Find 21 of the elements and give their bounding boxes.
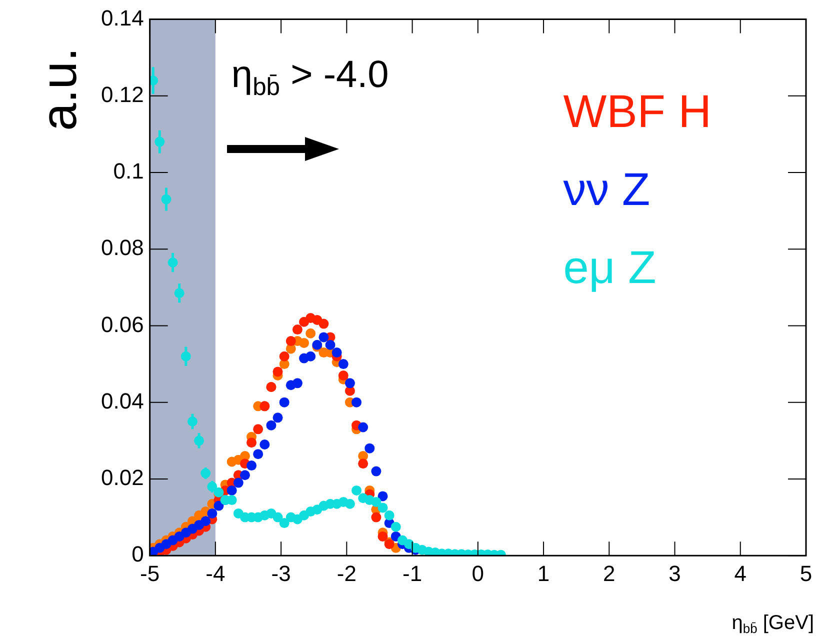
- y-tick-label: 0.1: [113, 158, 144, 184]
- y-tick-label: 0.04: [100, 388, 144, 414]
- x-tick-label: 0: [472, 560, 484, 586]
- text: eμ Z: [563, 240, 656, 293]
- x-tick-label: -3: [271, 560, 291, 586]
- y-tick-label: 0.06: [100, 312, 144, 337]
- x-tick-label: -1: [402, 560, 422, 586]
- x-tick-label: -2: [336, 560, 356, 586]
- text: WBF H: [563, 84, 712, 137]
- y-tick-label: 0.14: [100, 5, 144, 30]
- y-tick-label: 0.12: [100, 82, 144, 107]
- y-tick-label: 0.08: [100, 235, 144, 260]
- x-tick-label: 3: [668, 560, 681, 586]
- x-tick-label: 1: [537, 560, 550, 586]
- x-tick-label: 5: [800, 560, 812, 586]
- x-tick-label: -4: [206, 560, 226, 586]
- y-tick-label: 0.02: [100, 465, 144, 490]
- x-tick-label: 4: [734, 560, 747, 586]
- text: νν Z: [563, 162, 650, 215]
- x-tick-label: 2: [603, 560, 616, 586]
- y-axis-title: a.u.: [30, 47, 87, 131]
